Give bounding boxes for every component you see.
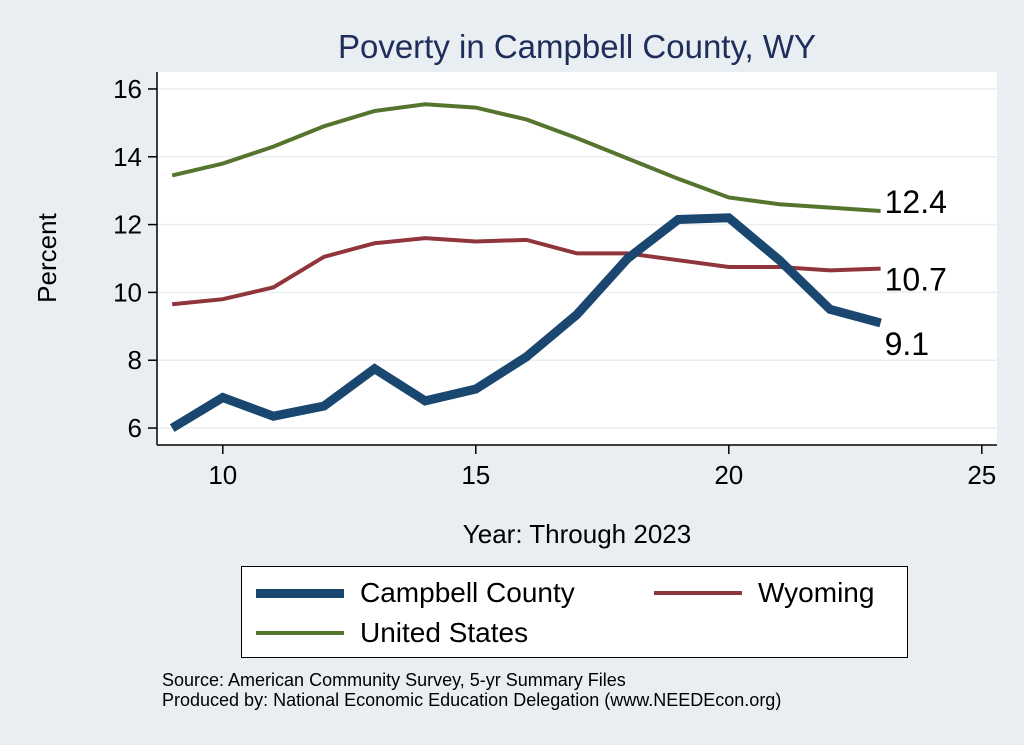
source-note: Source: American Community Survey, 5-yr …: [162, 670, 626, 690]
plot-area: [157, 72, 997, 445]
series-line-united-states: [171, 102, 881, 214]
x-tick-label: 25: [967, 460, 996, 490]
y-tick-label: 12: [113, 210, 142, 240]
legend-swatch-campbell-county: [256, 588, 344, 598]
series-line-campbell-county: [169, 213, 882, 432]
end-label-campbell-county: 9.1: [885, 326, 929, 362]
legend-label-united-states: United States: [360, 617, 529, 648]
x-tick-label: 15: [461, 460, 490, 490]
end-label-united-states: 12.4: [885, 184, 947, 220]
y-tick-label: 16: [113, 74, 142, 104]
series-line-wyoming: [171, 236, 881, 307]
source-notes: Source: American Community Survey, 5-yr …: [162, 670, 781, 710]
legend-swatch-united-states: [256, 631, 344, 635]
x-axis-label: Year: Through 2023: [463, 519, 691, 549]
legend-swatch-wyoming: [654, 591, 742, 595]
chart-title: Poverty in Campbell County, WY: [338, 28, 816, 65]
y-tick-label: 10: [113, 277, 142, 307]
y-tick-label: 14: [113, 142, 142, 172]
legend-label-wyoming: Wyoming: [758, 577, 875, 608]
y-tick-label: 6: [128, 413, 142, 443]
legend-item-wyoming: Wyoming: [654, 576, 874, 610]
legend-item-campbell-county: Campbell County: [256, 576, 575, 610]
produced-by-note: Produced by: National Economic Education…: [162, 690, 782, 710]
legend-label-campbell-county: Campbell County: [360, 577, 575, 608]
y-axis-label: Percent: [32, 212, 62, 302]
legend: Campbell County Wyoming United States: [241, 566, 908, 658]
y-tick-label: 8: [128, 345, 142, 375]
x-tick-label: 20: [714, 460, 743, 490]
end-label-wyoming: 10.7: [885, 262, 947, 298]
legend-item-united-states: United States: [256, 616, 528, 650]
x-tick-label: 10: [208, 460, 237, 490]
